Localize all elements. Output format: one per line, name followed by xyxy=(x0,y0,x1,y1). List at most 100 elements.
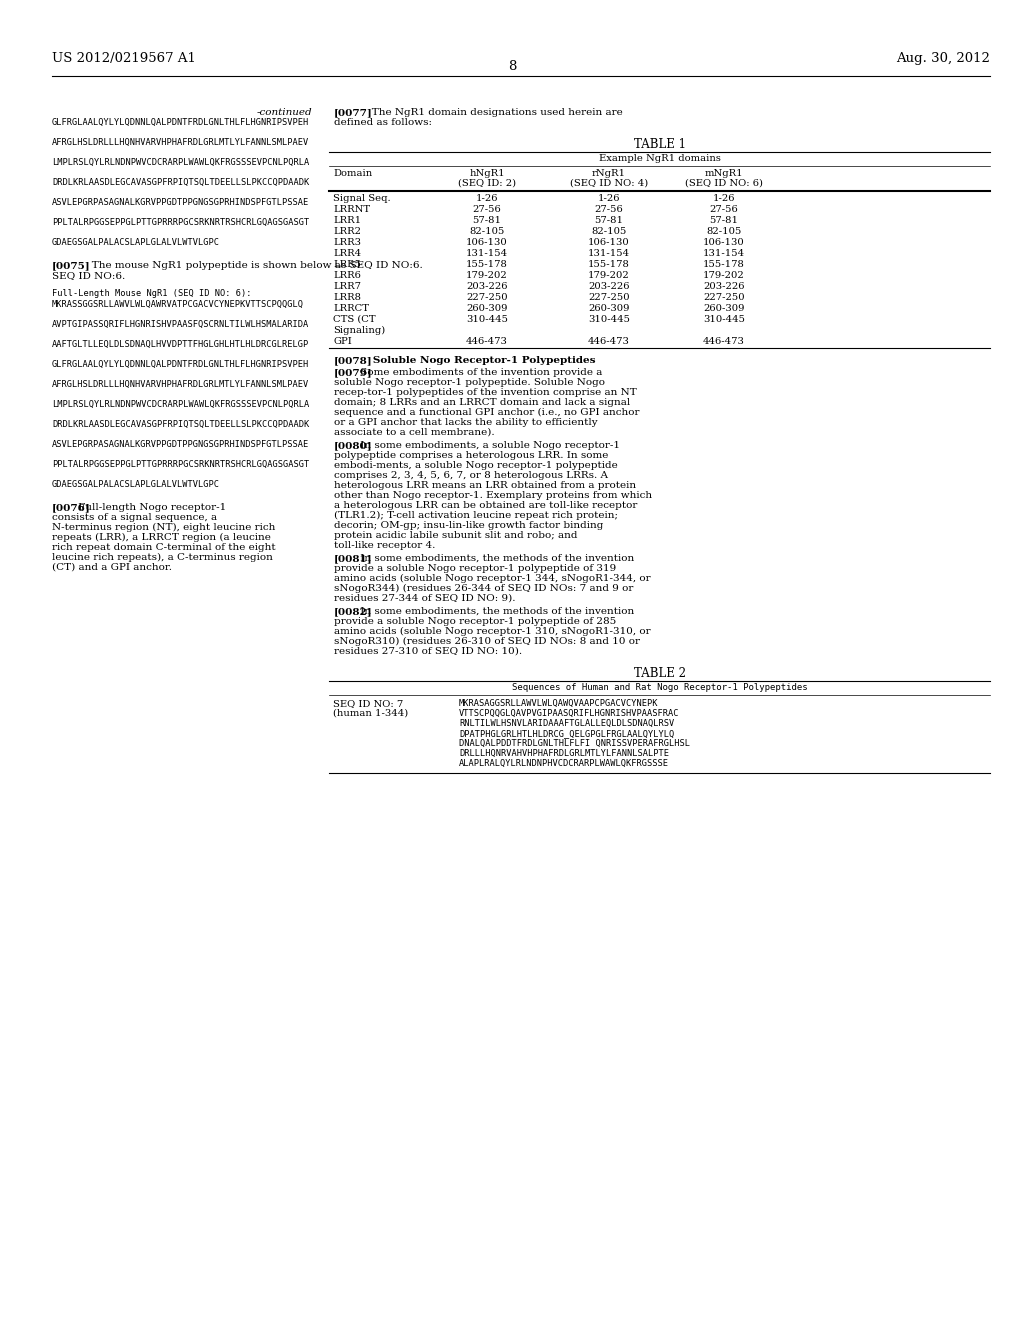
Text: CTS (CT: CTS (CT xyxy=(333,315,376,323)
Text: or a GPI anchor that lacks the ability to efficiently: or a GPI anchor that lacks the ability t… xyxy=(334,418,598,426)
Text: GLFRGLAALQYLYLQDNNLQALPDNTFRDLGNLTHLFLHGNRIPSVPEH: GLFRGLAALQYLYLQDNNLQALPDNTFRDLGNLTHLFLHG… xyxy=(52,117,309,127)
Text: LRRNT: LRRNT xyxy=(333,205,370,214)
Text: Sequences of Human and Rat Nogo Receptor-1 Polypeptides: Sequences of Human and Rat Nogo Receptor… xyxy=(512,682,807,692)
Text: 310-445: 310-445 xyxy=(588,315,630,323)
Text: RNLTILWLHSNVLARIDAAAFTGLALLEQLDLSDNAQLRSV: RNLTILWLHSNVLARIDAAAFTGLALLEQLDLSDNAQLRS… xyxy=(459,719,674,729)
Text: amino acids (soluble Nogo receptor-1 344, sNogoR1-344, or: amino acids (soluble Nogo receptor-1 344… xyxy=(334,574,650,583)
Text: LMPLRSLQYLRLNDNPWVCDCRARPLWAWLQKFRGSSSEVPCNLPQRLA: LMPLRSLQYLRLNDNPWVCDCRARPLWAWLQKFRGSSSEV… xyxy=(52,158,309,168)
Text: Aug. 30, 2012: Aug. 30, 2012 xyxy=(896,51,990,65)
Text: repeats (LRR), a LRRCT region (a leucine: repeats (LRR), a LRRCT region (a leucine xyxy=(52,533,271,543)
Text: hNgR1: hNgR1 xyxy=(469,169,505,178)
Text: heterologous LRR means an LRR obtained from a protein: heterologous LRR means an LRR obtained f… xyxy=(334,480,636,490)
Text: Some embodiments of the invention provide a: Some embodiments of the invention provid… xyxy=(357,368,603,378)
Text: [0078]: [0078] xyxy=(334,356,373,366)
Text: 179-202: 179-202 xyxy=(466,271,508,280)
Text: GLFRGLAALQYLYLQDNNLQALPDNTFRDLGNLTHLFLHGNRIPSVPEH: GLFRGLAALQYLYLQDNNLQALPDNTFRDLGNLTHLFLHG… xyxy=(52,360,309,370)
Text: In some embodiments, a soluble Nogo receptor-1: In some embodiments, a soluble Nogo rece… xyxy=(357,441,621,450)
Text: VTTSCPQQGLQAVPVGIPAASQRIFLHGNRISHVPAASFRAC: VTTSCPQQGLQAVPVGIPAASQRIFLHGNRISHVPAASFR… xyxy=(459,709,680,718)
Text: 131-154: 131-154 xyxy=(702,249,745,257)
Text: [0080]: [0080] xyxy=(334,441,373,450)
Text: toll-like receptor 4.: toll-like receptor 4. xyxy=(334,541,435,550)
Text: 155-178: 155-178 xyxy=(588,260,630,269)
Text: LRRCT: LRRCT xyxy=(333,304,369,313)
Text: TABLE 2: TABLE 2 xyxy=(634,667,685,680)
Text: DRDLKRLAASDLEGCAVASGPFRPIQTSQLTDEELLSLPKCCQPDAADK: DRDLKRLAASDLEGCAVASGPFRPIQTSQLTDEELLSLPK… xyxy=(52,178,309,187)
Text: 203-226: 203-226 xyxy=(703,282,744,290)
Text: GDAEGSGALPALACSLAPLGLALVLWTVLGPC: GDAEGSGALPALACSLAPLGLALVLWTVLGPC xyxy=(52,480,220,488)
Text: (CT) and a GPI anchor.: (CT) and a GPI anchor. xyxy=(52,564,172,572)
Text: Full-Length Mouse NgR1 (SEQ ID NO: 6):: Full-Length Mouse NgR1 (SEQ ID NO: 6): xyxy=(52,289,252,298)
Text: [0081]: [0081] xyxy=(334,554,373,564)
Text: soluble Nogo receptor-1 polypeptide. Soluble Nogo: soluble Nogo receptor-1 polypeptide. Sol… xyxy=(334,378,605,387)
Text: consists of a signal sequence, a: consists of a signal sequence, a xyxy=(52,513,217,521)
Text: Soluble Nogo Receptor-1 Polypeptides: Soluble Nogo Receptor-1 Polypeptides xyxy=(362,356,596,366)
Text: -continued: -continued xyxy=(256,108,312,117)
Text: 1-26: 1-26 xyxy=(598,194,621,203)
Text: LRR1: LRR1 xyxy=(333,216,361,224)
Text: 227-250: 227-250 xyxy=(466,293,508,302)
Text: comprises 2, 3, 4, 5, 6, 7, or 8 heterologous LRRs. A: comprises 2, 3, 4, 5, 6, 7, or 8 heterol… xyxy=(334,471,608,480)
Text: DRDLKRLAASDLEGCAVASGPFRPIQTSQLTDEELLSLPKCCQPDAADK: DRDLKRLAASDLEGCAVASGPFRPIQTSQLTDEELLSLPK… xyxy=(52,420,309,429)
Text: sNogoR310) (residues 26-310 of SEQ ID NOs: 8 and 10 or: sNogoR310) (residues 26-310 of SEQ ID NO… xyxy=(334,638,640,645)
Text: 57-81: 57-81 xyxy=(472,216,502,224)
Text: 106-130: 106-130 xyxy=(466,238,508,247)
Text: 57-81: 57-81 xyxy=(710,216,738,224)
Text: 260-309: 260-309 xyxy=(466,304,508,313)
Text: 57-81: 57-81 xyxy=(595,216,624,224)
Text: [0076]: [0076] xyxy=(52,503,91,512)
Text: provide a soluble Nogo receptor-1 polypeptide of 285: provide a soluble Nogo receptor-1 polype… xyxy=(334,616,616,626)
Text: 155-178: 155-178 xyxy=(703,260,744,269)
Text: 1-26: 1-26 xyxy=(713,194,735,203)
Text: 227-250: 227-250 xyxy=(703,293,744,302)
Text: 310-445: 310-445 xyxy=(703,315,745,323)
Text: 106-130: 106-130 xyxy=(588,238,630,247)
Text: 1-26: 1-26 xyxy=(476,194,499,203)
Text: 260-309: 260-309 xyxy=(703,304,744,313)
Text: polypeptide comprises a heterologous LRR. In some: polypeptide comprises a heterologous LRR… xyxy=(334,451,608,459)
Text: [0075]: [0075] xyxy=(52,261,91,271)
Text: [0079]: [0079] xyxy=(334,368,373,378)
Text: DPATPHGLGRLHTLHLDRCG_QELGPGLFRGLAALQYLYLQ: DPATPHGLGRLHTLHLDRCG_QELGPGLFRGLAALQYLYL… xyxy=(459,729,674,738)
Text: leucine rich repeats), a C-terminus region: leucine rich repeats), a C-terminus regi… xyxy=(52,553,272,562)
Text: 106-130: 106-130 xyxy=(703,238,744,247)
Text: ASVLEPGRPASAGNALKGRVPPGDTPPGNGSGPRHINDSPFGTLPSSAE: ASVLEPGRPASAGNALKGRVPPGDTPPGNGSGPRHINDSP… xyxy=(52,198,309,207)
Text: LRR2: LRR2 xyxy=(333,227,361,236)
Text: 27-56: 27-56 xyxy=(473,205,502,214)
Text: a heterologous LRR can be obtained are toll-like receptor: a heterologous LRR can be obtained are t… xyxy=(334,502,637,510)
Text: AVPTGIPASSQRIFLHGNRISHVPAASFQSCRNLTILWLHSMALARIDA: AVPTGIPASSQRIFLHGNRISHVPAASFQSCRNLTILWLH… xyxy=(52,319,309,329)
Text: mNgR1: mNgR1 xyxy=(705,169,743,178)
Text: 310-445: 310-445 xyxy=(466,315,508,323)
Text: Signaling): Signaling) xyxy=(333,326,385,335)
Text: recep-tor-1 polypeptides of the invention comprise an NT: recep-tor-1 polypeptides of the inventio… xyxy=(334,388,637,397)
Text: Signal Seq.: Signal Seq. xyxy=(333,194,390,203)
Text: (SEQ ID NO: 6): (SEQ ID NO: 6) xyxy=(685,180,763,187)
Text: associate to a cell membrane).: associate to a cell membrane). xyxy=(334,428,495,437)
Text: AFRGLHSLDRLLLHQNHVARVHPHAFRDLGRLMTLYLFANNLSMLPAEV: AFRGLHSLDRLLLHQNHVARVHPHAFRDLGRLMTLYLFAN… xyxy=(52,139,309,147)
Text: The mouse NgR1 polypeptide is shown below as SEQ ID NO:6.: The mouse NgR1 polypeptide is shown belo… xyxy=(82,261,423,271)
Text: In some embodiments, the methods of the invention: In some embodiments, the methods of the … xyxy=(357,607,635,616)
Text: 27-56: 27-56 xyxy=(595,205,624,214)
Text: Example NgR1 domains: Example NgR1 domains xyxy=(599,154,721,162)
Text: domain; 8 LRRs and an LRRCT domain and lack a signal: domain; 8 LRRs and an LRRCT domain and l… xyxy=(334,399,630,407)
Text: 179-202: 179-202 xyxy=(588,271,630,280)
Text: rich repeat domain C-terminal of the eight: rich repeat domain C-terminal of the eig… xyxy=(52,543,275,552)
Text: In some embodiments, the methods of the invention: In some embodiments, the methods of the … xyxy=(357,554,635,564)
Text: 131-154: 131-154 xyxy=(588,249,630,257)
Text: 260-309: 260-309 xyxy=(588,304,630,313)
Text: 446-473: 446-473 xyxy=(588,337,630,346)
Text: (TLR1.2); T-cell activation leucine repeat rich protein;: (TLR1.2); T-cell activation leucine repe… xyxy=(334,511,618,520)
Text: The NgR1 domain designations used herein are: The NgR1 domain designations used herein… xyxy=(362,108,623,117)
Text: LRR4: LRR4 xyxy=(333,249,361,257)
Text: 446-473: 446-473 xyxy=(466,337,508,346)
Text: residues 27-344 of SEQ ID NO: 9).: residues 27-344 of SEQ ID NO: 9). xyxy=(334,594,515,603)
Text: PPLTALRPGGSEPPGLPTTGPRRRPGCSRKNRTRSHCRLGQAGSGASGT: PPLTALRPGGSEPPGLPTTGPRRRPGCSRKNRTRSHCRLG… xyxy=(52,459,309,469)
Text: LRR6: LRR6 xyxy=(333,271,360,280)
Text: DNALQALPDDTFRDLGNLTHLFLFI QNRISSVPERAFRGLHSL: DNALQALPDDTFRDLGNLTHLFLFI QNRISSVPERAFRG… xyxy=(459,739,690,748)
Text: other than Nogo receptor-1. Exemplary proteins from which: other than Nogo receptor-1. Exemplary pr… xyxy=(334,491,652,500)
Text: Domain: Domain xyxy=(333,169,373,178)
Text: 203-226: 203-226 xyxy=(466,282,508,290)
Text: MKRASAGGSRLLAWVLWLQAWQVAAPCPGACVCYNEPK: MKRASAGGSRLLAWVLWLQAWQVAAPCPGACVCYNEPK xyxy=(459,700,658,708)
Text: LRR7: LRR7 xyxy=(333,282,361,290)
Text: 227-250: 227-250 xyxy=(588,293,630,302)
Text: 446-473: 446-473 xyxy=(703,337,744,346)
